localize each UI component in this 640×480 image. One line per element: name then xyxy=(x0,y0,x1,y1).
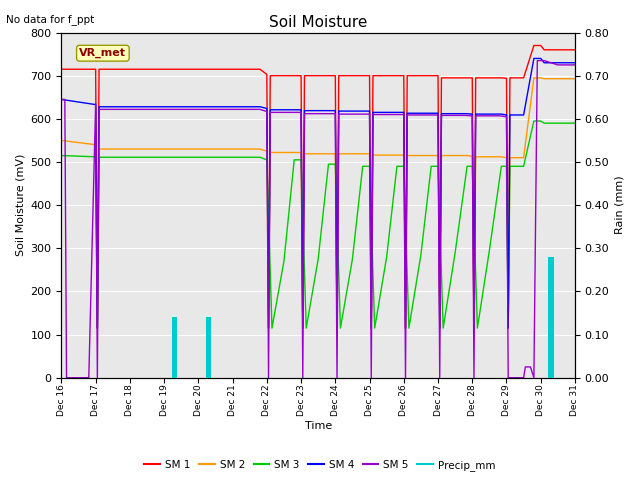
Title: Soil Moisture: Soil Moisture xyxy=(269,15,367,30)
Y-axis label: Rain (mm): Rain (mm) xyxy=(615,176,625,234)
Legend: SM 1, SM 2, SM 3, SM 4, SM 5, Precip_mm: SM 1, SM 2, SM 3, SM 4, SM 5, Precip_mm xyxy=(140,456,500,475)
Text: No data for f_ppt: No data for f_ppt xyxy=(6,14,95,25)
Bar xyxy=(172,317,177,378)
Y-axis label: Soil Moisture (mV): Soil Moisture (mV) xyxy=(15,154,25,256)
Text: VR_met: VR_met xyxy=(79,48,126,59)
X-axis label: Time: Time xyxy=(305,421,332,432)
Bar xyxy=(548,257,554,378)
Bar xyxy=(206,317,211,378)
